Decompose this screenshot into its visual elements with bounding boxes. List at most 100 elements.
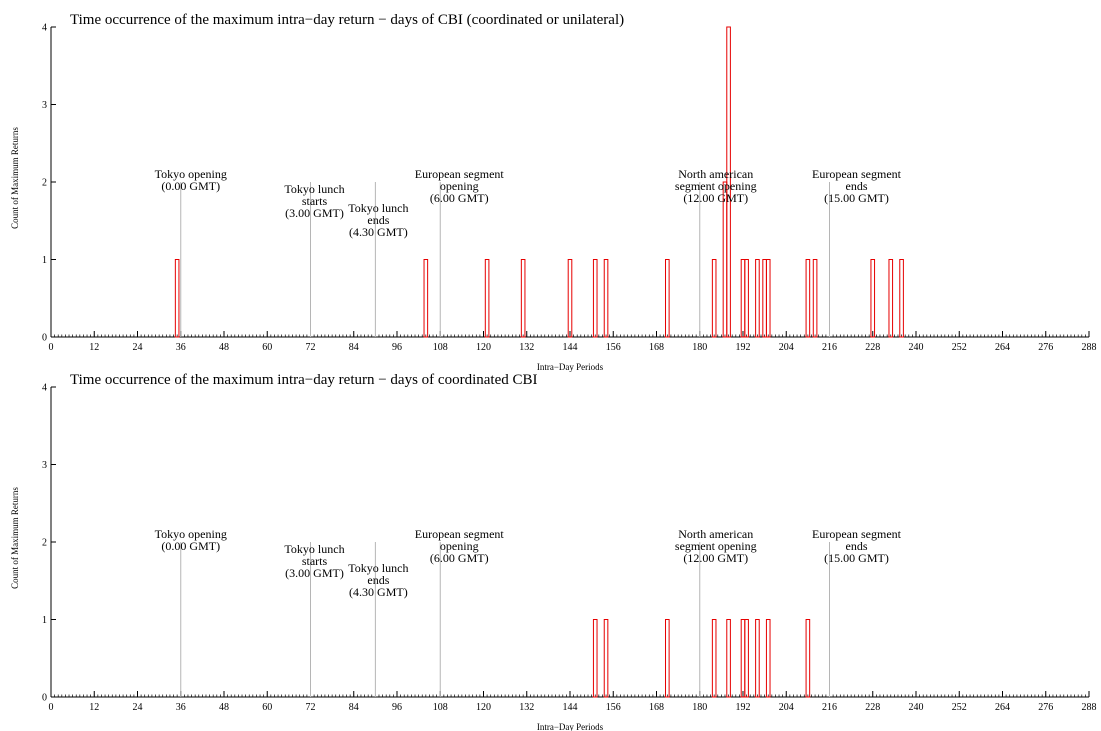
x-tick-label: 276 — [1038, 342, 1053, 353]
bar — [603, 259, 609, 338]
y-tick-label: 0 — [42, 333, 47, 344]
bar — [665, 619, 670, 698]
x-tick-label: 96 — [392, 342, 402, 353]
chart-title: Time occurrence of the maximum intra−day… — [70, 372, 537, 388]
x-tick-label: 36 — [176, 342, 186, 353]
session-annotation: European segment opening (6.00 GMT) — [415, 167, 505, 205]
bar — [603, 619, 609, 698]
annotation-line: (3.00 GMT) — [285, 566, 344, 580]
x-tick-label: 48 — [219, 342, 229, 353]
x-tick-label: 60 — [262, 702, 272, 713]
bar — [744, 259, 749, 338]
annotation-line: starts — [302, 194, 328, 208]
x-tick-label: 132 — [519, 702, 534, 713]
x-tick-label: 228 — [865, 702, 880, 713]
y-tick-label: 0 — [42, 693, 47, 704]
annotation-line: European segment — [812, 167, 902, 181]
x-tick-label: 0 — [49, 342, 54, 353]
annotation-line: ends — [846, 539, 868, 553]
plot-area: 0 12 24 36 48 60 72 84 96 108 120 132 144 156 168 180 19… — [42, 383, 1097, 714]
annotation-line: (4.30 GMT) — [349, 225, 408, 239]
y-tick-label: 1 — [42, 615, 47, 626]
session-annotation: European segment opening (6.00 GMT) — [415, 527, 505, 565]
bar — [744, 619, 749, 698]
x-tick-label: 108 — [433, 702, 448, 713]
bar — [755, 259, 760, 338]
x-axis-label: Intra−Day Periods — [537, 362, 604, 372]
annotation-line: starts — [302, 554, 328, 568]
session-annotation: European segment ends (15.00 GMT) — [812, 527, 902, 565]
bar — [740, 259, 746, 338]
bar — [711, 619, 717, 698]
x-tick-label: 240 — [909, 702, 924, 713]
bar — [765, 619, 771, 698]
session-annotation: North american segment opening (12.00 GMT) — [675, 167, 757, 205]
annotation-line: (4.30 GMT) — [349, 585, 408, 599]
bar — [888, 259, 894, 338]
y-tick-label: 2 — [42, 538, 47, 549]
x-tick-label: 12 — [89, 702, 99, 713]
x-tick-label: 144 — [563, 702, 578, 713]
bar — [484, 259, 490, 338]
annotation-line: (6.00 GMT) — [430, 191, 489, 205]
bar — [805, 259, 811, 338]
bar — [592, 259, 598, 338]
x-tick-label: 288 — [1082, 702, 1097, 713]
x-tick-label: 216 — [822, 702, 837, 713]
x-tick-label: 132 — [519, 342, 534, 353]
bar — [755, 619, 760, 698]
annotation-line: opening — [440, 179, 479, 193]
annotation-line: Tokyo opening — [155, 527, 227, 541]
x-tick-label: 120 — [476, 702, 491, 713]
x-tick-label: 168 — [649, 702, 664, 713]
x-tick-label: 144 — [563, 342, 578, 353]
annotation-line: ends — [367, 573, 389, 587]
y-axis-label: Count of Maximum Returns — [10, 487, 20, 589]
annotation-line: Tokyo lunch — [348, 561, 408, 575]
y-tick-label: 1 — [42, 255, 47, 266]
y-tick-label: 4 — [42, 23, 47, 34]
x-tick-label: 204 — [779, 702, 794, 713]
annotation-line: opening — [440, 539, 479, 553]
annotation-line: (12.00 GMT) — [683, 191, 748, 205]
x-tick-label: 264 — [995, 702, 1010, 713]
bar — [174, 259, 180, 338]
annotation-line: (0.00 GMT) — [161, 179, 220, 193]
x-tick-label: 24 — [133, 702, 143, 713]
session-annotation: Tokyo lunch ends (4.30 GMT) — [348, 561, 408, 599]
bar — [665, 259, 670, 338]
x-tick-label: 204 — [779, 342, 794, 353]
session-annotation: Tokyo lunch ends (4.30 GMT) — [348, 201, 408, 239]
annotation-line: ends — [846, 179, 868, 193]
bar — [740, 619, 746, 698]
annotation-line: Tokyo lunch — [284, 182, 344, 196]
x-tick-label: 72 — [306, 342, 316, 353]
session-annotation: Tokyo opening (0.00 GMT) — [155, 167, 227, 193]
annotation-line: (12.00 GMT) — [683, 551, 748, 565]
x-tick-label: 240 — [909, 342, 924, 353]
annotation-line: Tokyo lunch — [284, 542, 344, 556]
annotation-line: (15.00 GMT) — [824, 191, 889, 205]
x-tick-label: 252 — [952, 342, 967, 353]
bar — [805, 619, 811, 698]
bar — [762, 259, 767, 338]
x-tick-label: 228 — [865, 342, 880, 353]
bar — [726, 619, 731, 698]
bar — [765, 259, 771, 338]
chart-panel-1: Time occurrence of the maximum intra−day… — [10, 12, 1097, 372]
x-axis-label: Intra−Day Periods — [537, 722, 604, 731]
x-tick-label: 156 — [606, 342, 621, 353]
bar — [567, 259, 573, 338]
bar — [592, 619, 598, 698]
annotation-line: North american — [678, 527, 753, 541]
session-annotation: North american segment opening (12.00 GMT) — [675, 527, 757, 565]
x-tick-label: 120 — [476, 342, 491, 353]
bar — [812, 259, 818, 338]
y-axis-label: Count of Maximum Returns — [10, 127, 20, 229]
x-tick-label: 84 — [349, 342, 359, 353]
x-tick-label: 216 — [822, 342, 837, 353]
annotation-line: (6.00 GMT) — [430, 551, 489, 565]
session-annotation: Tokyo lunch starts (3.00 GMT) — [284, 182, 344, 220]
annotation-line: (15.00 GMT) — [824, 551, 889, 565]
